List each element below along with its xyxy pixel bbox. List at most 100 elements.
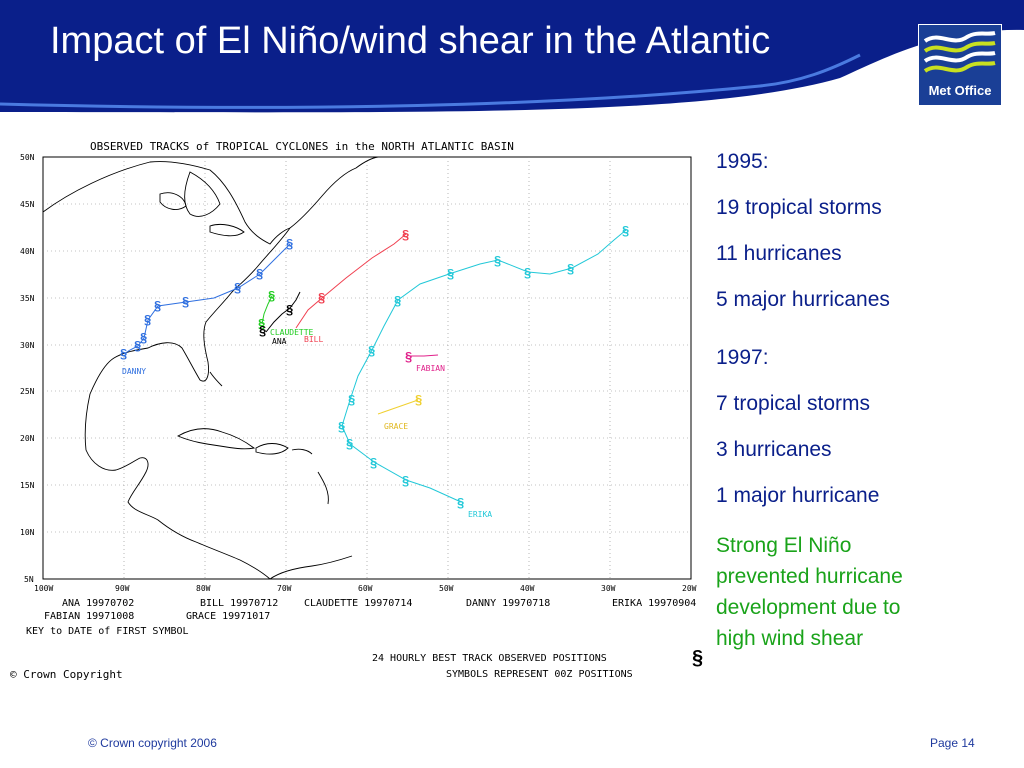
svg-text:§: §: [567, 261, 574, 276]
fabian-symbols: §: [405, 349, 412, 364]
lon-label: 100W: [34, 584, 53, 593]
stats-1997-major: 1 major hurricane: [716, 484, 880, 507]
key-entry: BILL 19970712: [200, 598, 278, 609]
lon-label: 30W: [601, 584, 616, 593]
cyclone-track-map: OBSERVED TRACKS of TROPICAL CYCLONES in …: [10, 140, 703, 681]
svg-text:§: §: [494, 253, 501, 268]
stats-1997-storms: 7 tropical storms: [716, 392, 871, 415]
svg-text:§: §: [368, 343, 375, 358]
key-entry: GRACE 19971017: [186, 611, 270, 622]
coastlines: [42, 156, 379, 580]
lon-label: 40W: [520, 584, 535, 593]
label-ana: ANA: [272, 337, 287, 346]
el-nino-note-line: Strong El Niño: [716, 534, 852, 557]
svg-text:§: §: [268, 288, 275, 303]
svg-text:§: §: [622, 223, 629, 238]
svg-text:§: §: [405, 349, 412, 364]
lat-label: 50N: [20, 153, 35, 162]
el-nino-note-line: development due to: [716, 596, 901, 619]
label-bill: BILL: [304, 335, 323, 344]
lon-label: 90W: [115, 584, 130, 593]
lon-label: 60W: [358, 584, 373, 593]
erika-symbols: §§§ §§§ §§§ §§ § §: [338, 223, 629, 510]
stats-1997-year: 1997:: [716, 346, 769, 369]
svg-text:§: §: [234, 280, 241, 295]
lon-label: 20W: [682, 584, 697, 593]
label-fabian: FABIAN: [416, 364, 445, 373]
svg-text:§: §: [134, 338, 141, 353]
lat-label: 15N: [20, 481, 35, 490]
svg-text:§: §: [394, 293, 401, 308]
svg-text:§: §: [259, 323, 266, 338]
svg-text:§: §: [402, 227, 409, 242]
svg-text:§: §: [415, 392, 422, 407]
stats-1997-hurricanes: 3 hurricanes: [716, 438, 832, 461]
svg-text:§: §: [256, 266, 263, 281]
lat-label: 10N: [20, 528, 35, 537]
stats-1995-hurricanes: 11 hurricanes: [716, 242, 842, 265]
spacer: [716, 334, 1016, 346]
stats-1995-storms: 19 tropical storms: [716, 196, 882, 219]
track-danny: [123, 243, 291, 355]
page-number: Page 14: [930, 736, 975, 750]
track-ana: [265, 291, 301, 333]
lat-label: 40N: [20, 247, 35, 256]
svg-text:§: §: [286, 236, 293, 251]
best-track-caption: 24 HOURLY BEST TRACK OBSERVED POSITIONS: [372, 653, 607, 664]
lat-label: 5N: [24, 575, 34, 584]
lat-label: 35N: [20, 294, 35, 303]
svg-text:§: §: [402, 473, 409, 488]
track-fabian: [410, 354, 439, 357]
label-danny: DANNY: [122, 367, 146, 376]
claudette-symbols: §§: [258, 288, 275, 331]
footer-copyright: © Crown copyright 2006: [88, 736, 217, 750]
wave-icon: [923, 31, 996, 73]
danny-symbols: §§§ §§ § §§§: [120, 236, 293, 361]
lon-label: 50W: [439, 584, 454, 593]
grace-symbols: §: [415, 392, 422, 407]
met-office-logo: Met Office: [918, 24, 1002, 106]
track-erika: [341, 229, 627, 503]
el-nino-note-line: prevented hurricane: [716, 565, 903, 588]
map-grid: [43, 157, 691, 579]
svg-text:§: §: [258, 316, 265, 331]
svg-text:§: §: [524, 265, 531, 280]
map-title: OBSERVED TRACKS of TROPICAL CYCLONES in …: [90, 140, 514, 153]
symbols-caption: SYMBOLS REPRESENT 00Z POSITIONS: [446, 669, 633, 680]
svg-text:§: §: [144, 312, 151, 327]
key-entry: FABIAN 19971008: [44, 611, 134, 622]
svg-text:§: §: [140, 330, 147, 345]
track-bill: [295, 233, 407, 329]
track-grace: [377, 399, 419, 415]
label-claudette: CLAUDETTE: [270, 328, 314, 337]
key-entry: ERIKA 19970904: [612, 598, 696, 609]
page-title: Impact of El Niño/wind shear in the Atla…: [50, 20, 771, 62]
label-grace: GRACE: [384, 422, 408, 431]
key-entry: DANNY 19970718: [466, 598, 550, 609]
label-erika: ERIKA: [468, 510, 492, 519]
svg-text:§: §: [447, 266, 454, 281]
bill-symbols: §§: [318, 227, 409, 305]
el-nino-note-line: high wind shear: [716, 627, 864, 650]
cyclone-symbol-icon: §: [692, 647, 703, 669]
lat-label: 20N: [20, 434, 35, 443]
key-caption: KEY to DATE of FIRST SYMBOL: [26, 626, 189, 637]
svg-text:§: §: [338, 419, 345, 434]
track-claudette: [261, 295, 273, 325]
lat-label: 45N: [20, 200, 35, 209]
svg-text:§: §: [120, 346, 127, 361]
svg-text:§: §: [346, 436, 353, 451]
svg-text:§: §: [370, 455, 377, 470]
stats-1995-major: 5 major hurricanes: [716, 288, 890, 311]
svg-text:§: §: [348, 392, 355, 407]
svg-text:§: §: [182, 294, 189, 309]
lon-label: 80W: [196, 584, 211, 593]
ana-symbols: §§: [259, 302, 293, 338]
key-entry: CLAUDETTE 19970714: [304, 598, 412, 609]
stats-1995-year: 1995:: [716, 150, 769, 173]
stats-panel: 1995: 19 tropical storms 11 hurricanes 5…: [716, 150, 1016, 654]
svg-text:§: §: [154, 298, 161, 313]
lat-label: 25N: [20, 387, 35, 396]
key-entry: ANA 19970702: [62, 598, 134, 609]
lat-label: 30N: [20, 341, 35, 350]
